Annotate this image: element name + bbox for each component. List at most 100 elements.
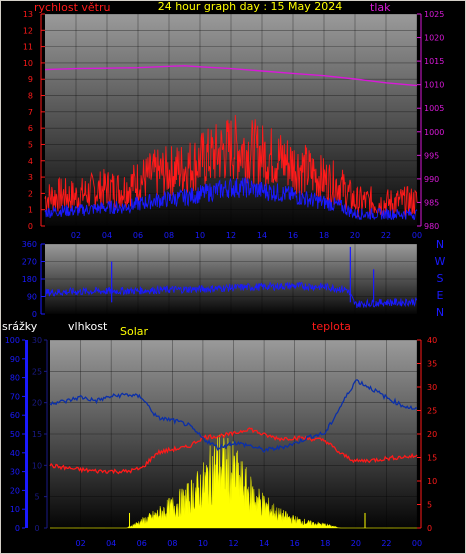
x-tick-label: 02 xyxy=(75,539,85,548)
rain-tick-label: 10 xyxy=(10,505,20,514)
x-tick-label: 18 xyxy=(319,231,329,240)
x-tick-label: 22 xyxy=(381,539,391,548)
wind-tick-label: 6 xyxy=(28,124,33,133)
direction-tick-label: 180 xyxy=(22,275,37,284)
wind-speed-axis-label: rychlost větru xyxy=(34,1,110,14)
rain-tick-label: 100 xyxy=(5,336,20,345)
x-tick-label: 14 xyxy=(259,539,269,548)
temperature-tick-label: 10 xyxy=(427,477,437,486)
pressure-tick-label: 1000 xyxy=(424,128,444,137)
rain-tick-label: 20 xyxy=(10,486,20,495)
rain-axis-bar xyxy=(25,340,28,528)
pressure-tick-label: 1005 xyxy=(424,104,444,113)
solar-label: Solar xyxy=(120,325,149,338)
temperature-tick-label: 40 xyxy=(427,336,437,345)
wind-tick-label: 10 xyxy=(23,59,33,68)
pressure-tick-label: 995 xyxy=(424,151,439,160)
temperature-tick-label: 25 xyxy=(427,407,437,416)
x-tick-label: 06 xyxy=(133,231,143,240)
rain-tick-label: 60 xyxy=(10,411,20,420)
rain-tick-label: 0 xyxy=(15,524,20,533)
wind-average-line xyxy=(44,177,418,221)
temperature-axis-label: teplota xyxy=(312,320,351,333)
wind-tick-label: 2 xyxy=(28,189,33,198)
pressure-tick-label: 990 xyxy=(424,175,439,184)
compass-label: W xyxy=(435,255,446,268)
climate-ticks: 0102030405060708090100051015202530051015… xyxy=(5,336,437,548)
wind-gust-line xyxy=(44,114,418,218)
x-tick-label: 04 xyxy=(106,539,116,548)
direction-tick-label: 270 xyxy=(22,258,37,267)
wind-pressure-series xyxy=(44,65,418,221)
pressure-tick-label: 985 xyxy=(424,198,439,207)
compass-label: N xyxy=(436,238,444,251)
wind-pressure-ticks: 0123456789101112139809859909951000100510… xyxy=(23,10,445,240)
x-tick-label: 20 xyxy=(350,231,360,240)
x-tick-label: 16 xyxy=(288,231,298,240)
x-tick-label: 18 xyxy=(320,539,330,548)
wind-direction-line xyxy=(44,281,418,308)
x-tick-label: 00 xyxy=(412,539,422,548)
x-tick-label: 16 xyxy=(290,539,300,548)
wind-tick-label: 5 xyxy=(28,140,33,149)
humidity-axis-label: vlhkost xyxy=(68,320,108,333)
rain-tick-label: 40 xyxy=(10,449,20,458)
compass-label: E xyxy=(437,289,444,302)
humidity-tick-label: 0 xyxy=(34,524,39,533)
x-tick-label: 08 xyxy=(167,539,177,548)
rain-tick-label: 80 xyxy=(10,374,20,383)
solar-area xyxy=(50,434,417,529)
x-tick-label: 12 xyxy=(228,539,238,548)
temperature-tick-label: 0 xyxy=(427,524,432,533)
chart-title: 24 hour graph day : 15 May 2024 xyxy=(158,0,343,13)
x-tick-label: 20 xyxy=(351,539,361,548)
pressure-tick-label: 980 xyxy=(424,222,439,231)
wind-tick-label: 1 xyxy=(28,206,33,215)
pressure-line xyxy=(44,65,418,87)
compass-label: N xyxy=(436,306,444,319)
climate-series xyxy=(49,379,418,529)
humidity-tick-label: 5 xyxy=(34,493,39,502)
temperature-tick-label: 35 xyxy=(427,360,437,369)
humidity-tick-label: 25 xyxy=(32,367,42,376)
temperature-tick-label: 20 xyxy=(427,430,437,439)
x-tick-label: 10 xyxy=(195,231,205,240)
wind-tick-label: 7 xyxy=(28,108,33,117)
rain-tick-label: 30 xyxy=(10,468,20,477)
wind-tick-label: 11 xyxy=(23,43,33,52)
x-tick-label: 10 xyxy=(198,539,208,548)
x-tick-label: 04 xyxy=(102,231,112,240)
rain-axis-label: srážky xyxy=(2,320,38,333)
pressure-tick-label: 1020 xyxy=(424,34,444,43)
temperature-tick-label: 30 xyxy=(427,383,437,392)
rain-tick-label: 90 xyxy=(10,355,20,364)
direction-tick-label: 90 xyxy=(27,293,37,302)
wind-direction-series xyxy=(44,246,418,308)
direction-tick-label: 0 xyxy=(32,310,37,319)
wind-tick-label: 9 xyxy=(28,75,33,84)
wind-tick-label: 12 xyxy=(23,26,33,35)
wind-tick-label: 8 xyxy=(28,92,33,101)
wind-tick-label: 3 xyxy=(28,173,33,182)
x-tick-label: 22 xyxy=(381,231,391,240)
x-tick-label: 08 xyxy=(164,231,174,240)
wind-pressure-panel: 0123456789101112139809859909951000100510… xyxy=(23,0,445,240)
pressure-tick-label: 1010 xyxy=(424,81,444,90)
wind-tick-label: 4 xyxy=(28,157,33,166)
rain-tick-label: 70 xyxy=(10,392,20,401)
x-tick-label: 12 xyxy=(226,231,236,240)
rain-humidity-temperature-panel: 0102030405060708090100051015202530051015… xyxy=(2,320,437,548)
x-tick-label: 14 xyxy=(257,231,267,240)
x-tick-label: 00 xyxy=(412,231,422,240)
direction-tick-label: 360 xyxy=(22,240,37,249)
humidity-tick-label: 10 xyxy=(32,461,42,470)
pressure-tick-label: 1015 xyxy=(424,57,444,66)
humidity-line xyxy=(49,379,418,453)
pressure-tick-label: 1025 xyxy=(424,10,444,19)
humidity-tick-label: 15 xyxy=(32,430,42,439)
wind-tick-label: 0 xyxy=(28,222,33,231)
pressure-axis-label: tlak xyxy=(370,1,391,14)
temperature-line xyxy=(49,427,418,475)
